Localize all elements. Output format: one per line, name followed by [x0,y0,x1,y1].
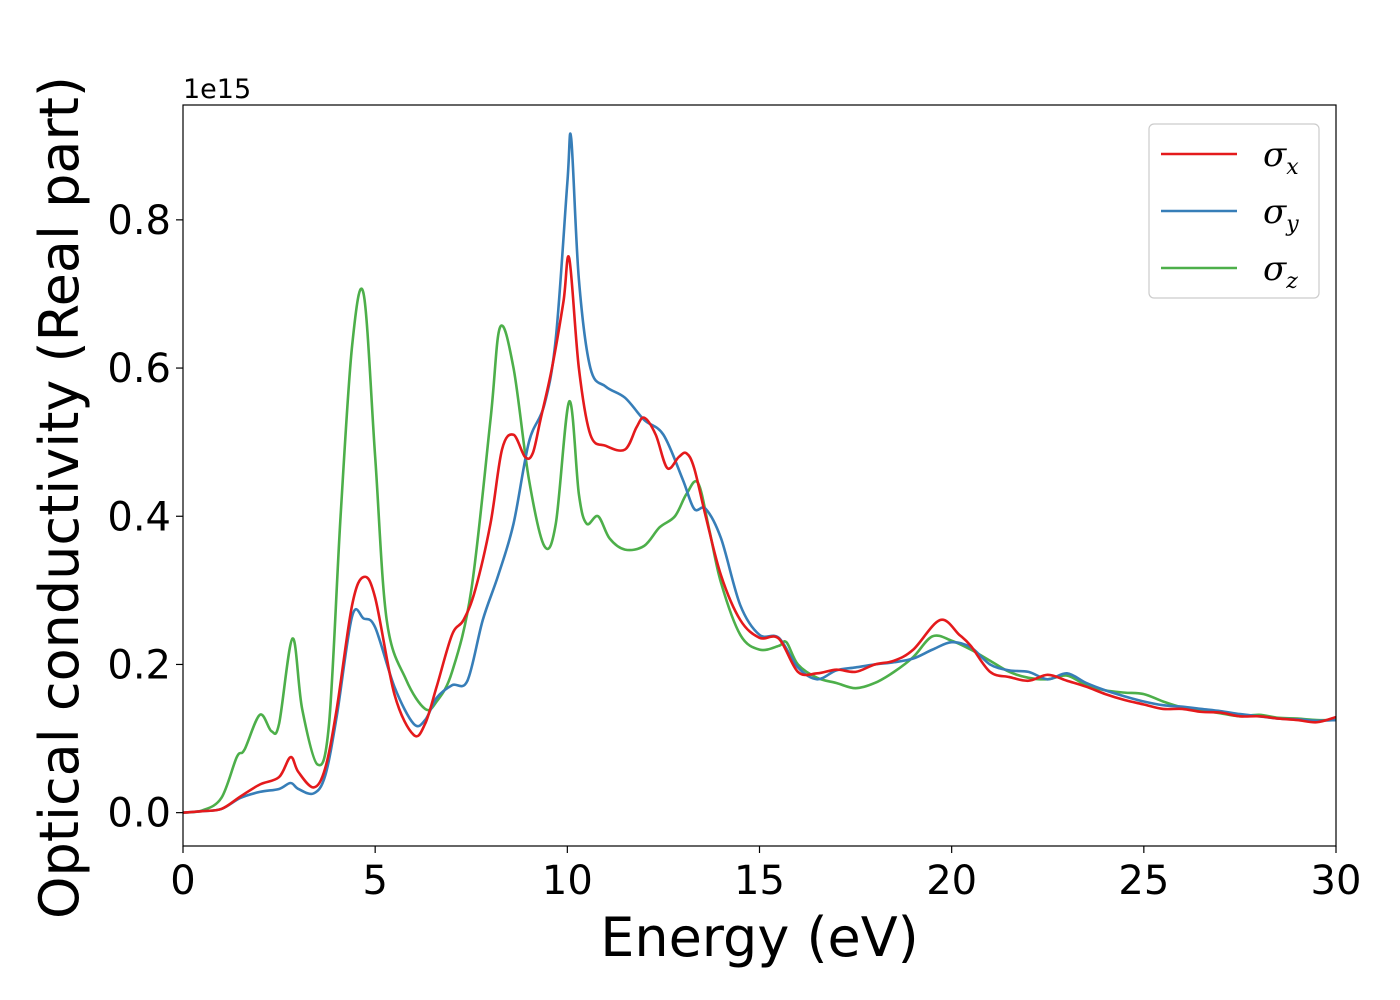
x-tick-label: 0 [170,858,195,904]
x-tick-label: 25 [1118,858,1169,904]
y-axis: 0.0 0.2 0.4 0.6 0.8 [107,198,183,837]
y-tick-label: 0.2 [107,642,171,688]
x-tick-label: 30 [1311,858,1362,904]
y-tick-label: 0.6 [107,346,171,392]
x-tick-label: 10 [542,858,593,904]
y-tick-label: 0.0 [107,791,171,837]
y-tick-label: 0.8 [107,198,171,244]
x-axis-title: Energy (eV) [600,906,919,969]
y-offset-label: 1e15 [183,74,251,105]
x-tick-label: 15 [734,858,785,904]
y-axis-title: Optical conductivity (Real part) [28,76,91,919]
x-tick-label: 5 [362,858,387,904]
plot-lines [183,132,1336,814]
legend-label-x: σx [1263,135,1299,180]
legend-label-z: σz [1263,249,1298,294]
series-line-z [183,287,1336,814]
legend-label-y: σy [1263,192,1299,237]
y-tick-label: 0.4 [107,494,171,540]
series-line-y [183,132,1336,814]
x-axis: 0 5 10 15 20 25 30 [170,846,1361,904]
x-tick-label: 20 [926,858,977,904]
legend: σx σy σz [1148,123,1320,299]
series-line-x [183,255,1336,814]
